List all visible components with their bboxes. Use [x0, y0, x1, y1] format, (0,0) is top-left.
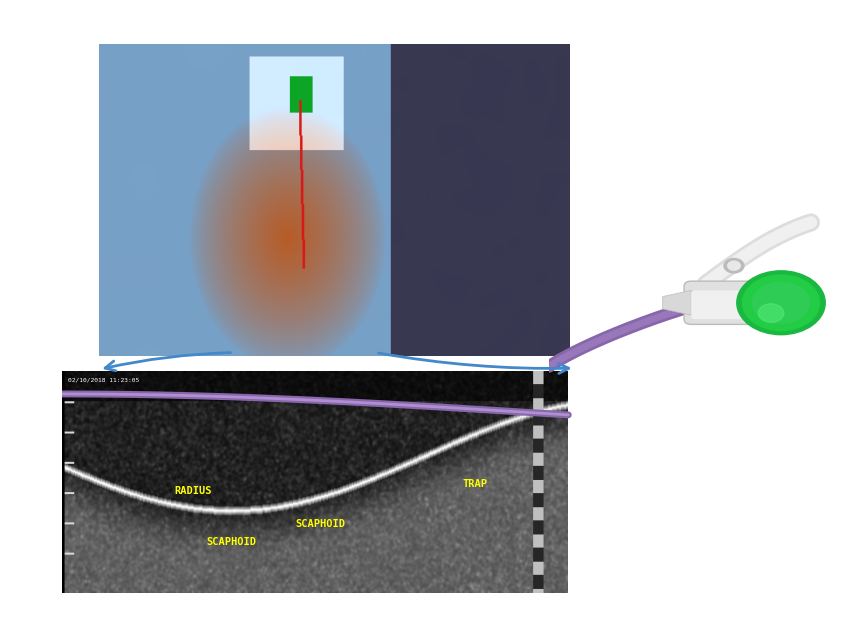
- Circle shape: [753, 282, 810, 323]
- Text: 02/10/2018 11:23:05: 02/10/2018 11:23:05: [68, 378, 139, 383]
- Text: SCAPHOID: SCAPHOID: [206, 537, 257, 547]
- Circle shape: [724, 258, 744, 273]
- Polygon shape: [663, 290, 691, 315]
- Circle shape: [742, 275, 820, 331]
- FancyBboxPatch shape: [684, 281, 778, 324]
- Circle shape: [759, 304, 784, 323]
- FancyBboxPatch shape: [691, 290, 771, 319]
- Circle shape: [737, 271, 825, 334]
- Text: SCAPHOID: SCAPHOID: [295, 519, 346, 529]
- Text: RADIUS: RADIUS: [174, 485, 212, 495]
- Text: TRAP: TRAP: [462, 479, 487, 489]
- Circle shape: [727, 261, 740, 270]
